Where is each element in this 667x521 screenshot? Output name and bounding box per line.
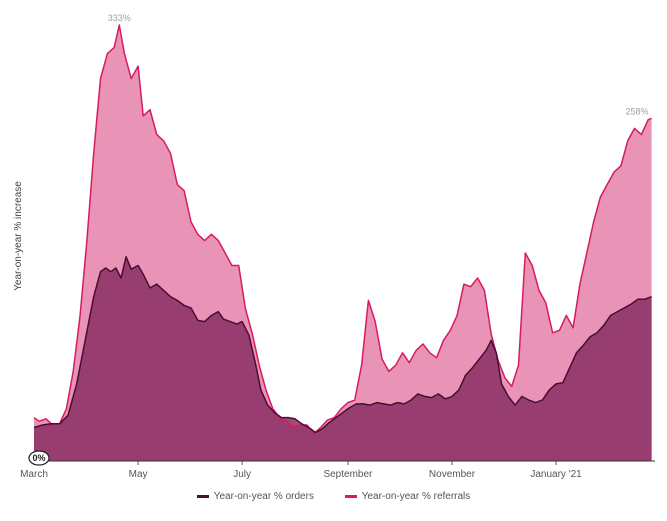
x-tick-label: July: [233, 469, 251, 480]
referrals-line: [33, 24, 652, 435]
legend: Year-on-year % orders Year-on-year % ref…: [0, 490, 667, 502]
x-tick-label: May: [129, 469, 148, 480]
orders-area: [34, 256, 652, 461]
peak-annotation-referrals: 258%: [625, 106, 648, 116]
zero-badge-outline: [28, 450, 50, 466]
x-tick-label: January '21: [530, 469, 582, 480]
x-tick-label: September: [323, 469, 373, 480]
zero-label: 0%: [32, 453, 45, 463]
x-axis-ticks: March May July September November January '21: [20, 461, 582, 480]
legend-item-orders: Year-on-year % orders: [196, 491, 314, 502]
x-tick-label: March: [20, 469, 48, 480]
legend-label-referrals: Year-on-year % referrals: [361, 491, 471, 502]
legend-item-referrals: Year-on-year % referrals: [344, 491, 471, 502]
zero-badge: 0%: [28, 450, 50, 466]
peak-annotations: 333% 258%: [108, 13, 649, 116]
legend-swatch-referrals: [344, 495, 357, 498]
orders-line: [33, 256, 652, 434]
series-lines: [33, 24, 652, 435]
y-axis-label: Year-on-year % increase: [13, 181, 24, 291]
legend-label-orders: Year-on-year % orders: [213, 491, 314, 502]
legend-swatch-orders: [196, 495, 209, 498]
series-fills: [34, 25, 652, 461]
peak-annotation-referrals: 333%: [108, 13, 131, 23]
x-tick-label: November: [429, 469, 476, 480]
